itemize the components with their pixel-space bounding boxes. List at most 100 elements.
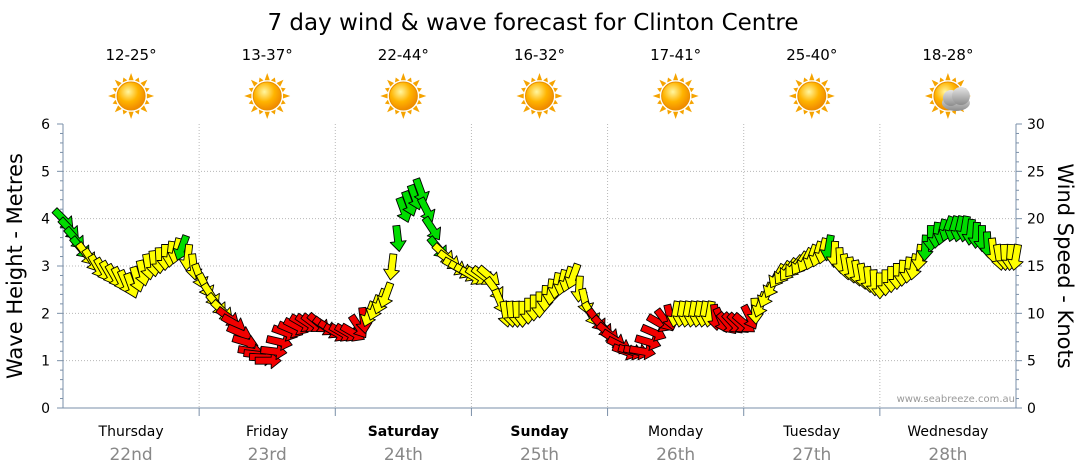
sun-ray <box>788 93 796 99</box>
sun-ray <box>283 93 291 99</box>
day-date: 27th <box>792 445 831 465</box>
left-tick-label: 1 <box>41 354 50 370</box>
day-name: Wednesday <box>907 424 988 440</box>
sun-ray <box>276 105 284 113</box>
right-tick-label: 0 <box>1027 401 1036 417</box>
sun-ray <box>276 79 284 87</box>
wind-arrow <box>412 177 430 204</box>
sun-icon <box>108 73 155 119</box>
day-name: Saturday <box>368 424 439 440</box>
left-tick-label: 6 <box>41 117 50 133</box>
sun-ray <box>536 111 543 119</box>
chart-axes: 0 1 2 3 4 5 6 0 5 10 15 20 25 30 Thursday 22nd Friday 23r… <box>41 117 1045 465</box>
sun-ray <box>825 99 831 105</box>
sun-ray <box>384 99 390 105</box>
sun-ray <box>521 99 526 105</box>
sun-ray <box>691 93 699 99</box>
sun-disc <box>661 81 691 111</box>
sun-ray <box>407 109 412 115</box>
sun-cloud-icon <box>924 73 971 119</box>
day-date: 22nd <box>109 445 152 465</box>
sun-ray <box>825 87 831 93</box>
day-date: 25th <box>520 445 559 465</box>
sun-ray <box>793 99 799 105</box>
weather-icons: 12-25° 13-37° 22-44° 16-32° 17-41° 25-40° 18-2… <box>106 46 973 119</box>
sun-ray <box>146 93 155 99</box>
wind-arrow <box>376 281 395 309</box>
sun-ray <box>652 93 660 99</box>
sun-ray <box>523 105 531 113</box>
sun-ray <box>387 105 394 113</box>
sun-ray <box>523 79 531 87</box>
day-date: 23rd <box>248 445 287 465</box>
sun-ray <box>380 93 388 99</box>
sun-ray <box>394 77 400 83</box>
sun-icon <box>244 73 291 119</box>
sun-ray <box>122 77 128 83</box>
sun-ray <box>258 109 264 115</box>
sun-ray <box>931 105 939 113</box>
day-name: Tuesday <box>782 424 840 440</box>
sun-ray <box>394 109 400 115</box>
sun-ray <box>264 111 270 119</box>
sun-ray <box>689 87 695 93</box>
sun-ray <box>140 105 148 113</box>
sun-ray <box>258 77 264 83</box>
sun-disc <box>388 81 418 111</box>
sun-ray <box>122 109 128 115</box>
day-name: Thursday <box>98 424 164 440</box>
wind-arrow <box>1006 243 1024 271</box>
chart-title: 7 day wind & wave forecast for Clinton C… <box>267 10 798 36</box>
sun-ray <box>543 109 548 115</box>
sun-ray <box>945 111 951 119</box>
sun-ray <box>689 99 695 105</box>
sun-ray <box>128 73 134 81</box>
sun-ray <box>659 79 667 87</box>
day-name: Friday <box>246 424 288 440</box>
cloud-icon <box>941 87 970 111</box>
sun-ray <box>673 73 679 81</box>
day-date: 28th <box>928 445 967 465</box>
sun-ray <box>795 79 803 87</box>
sun-ray <box>795 105 803 113</box>
sun-ray <box>114 105 122 113</box>
sun-ray <box>939 109 945 115</box>
sun-ray <box>280 99 286 105</box>
day-temperature: 25-40° <box>786 46 837 64</box>
sun-ray <box>555 93 563 99</box>
sun-ray <box>248 99 254 105</box>
sun-ray <box>548 79 556 87</box>
sun-ray <box>685 105 692 113</box>
day-temperature: 18-28° <box>922 46 973 64</box>
sun-ray <box>957 79 965 87</box>
sun-ray <box>250 105 258 113</box>
sun-ray <box>134 109 140 115</box>
right-tick-label: 20 <box>1027 212 1045 228</box>
chart-grid <box>63 124 1016 408</box>
sun-ray <box>128 111 134 119</box>
day-date: 26th <box>656 445 695 465</box>
sun-icon <box>516 73 563 119</box>
sun-ray <box>134 77 140 83</box>
sun-ray <box>685 79 692 87</box>
wind-arrow <box>383 253 400 281</box>
sun-ray <box>536 73 543 81</box>
sun-ray <box>144 87 150 93</box>
sun-ray <box>548 105 556 113</box>
sun-ray <box>416 99 422 105</box>
sun-ray <box>400 111 406 119</box>
day-date: 24th <box>384 445 423 465</box>
day-temperature: 22-44° <box>378 46 429 64</box>
sun-icon <box>788 73 835 119</box>
sun-ray <box>803 109 809 115</box>
sun-ray <box>250 79 258 87</box>
left-tick-label: 5 <box>41 164 50 180</box>
sun-ray <box>521 87 526 93</box>
wind-arrow <box>421 215 442 241</box>
day-name: Monday <box>648 424 703 440</box>
sun-ray <box>108 93 116 99</box>
sun-ray <box>821 79 829 87</box>
sun-icon <box>652 73 699 119</box>
sun-ray <box>815 109 821 115</box>
